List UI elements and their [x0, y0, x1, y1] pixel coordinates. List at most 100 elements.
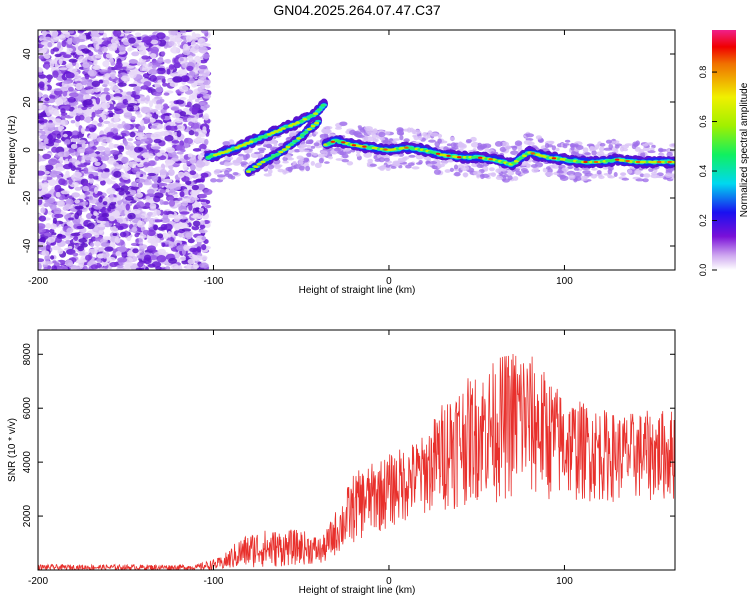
noise-speckle	[175, 37, 182, 42]
noise-speckle	[137, 182, 143, 188]
noise-speckle	[96, 223, 106, 228]
noise-speckle	[188, 203, 193, 211]
noise-speckle	[43, 138, 50, 145]
noise-speckle	[192, 213, 199, 218]
noise-speckle	[66, 221, 73, 226]
noise-speckle	[202, 53, 210, 59]
noise-speckle	[82, 100, 88, 107]
noise-speckle	[87, 54, 97, 62]
noise-speckle	[44, 97, 50, 102]
halo-speckle	[635, 178, 645, 182]
colorbar-ticks: 0.00.20.40.60.8	[698, 66, 717, 276]
noise-speckle	[181, 176, 190, 183]
noise-speckle	[83, 113, 90, 117]
halo-speckle	[620, 144, 629, 149]
noise-speckle	[38, 223, 46, 230]
noise-speckle	[135, 88, 140, 96]
noise-speckle	[97, 122, 102, 127]
snr-series-line	[38, 353, 675, 570]
halo-speckle	[237, 153, 245, 157]
noise-speckle	[44, 164, 54, 171]
noise-speckle	[151, 261, 162, 268]
noise-speckle	[198, 193, 208, 199]
noise-speckle	[65, 170, 70, 177]
halo-speckle	[512, 176, 519, 181]
trace-core	[277, 128, 283, 132]
halo-speckle	[396, 127, 404, 133]
halo-speckle	[282, 156, 288, 162]
trace-peak	[383, 148, 388, 151]
noise-speckle	[164, 134, 174, 142]
halo-speckle	[569, 143, 576, 148]
noise-speckle	[106, 187, 116, 195]
noise-speckle	[192, 201, 201, 209]
noise-speckle	[150, 133, 157, 140]
noise-speckle	[161, 242, 166, 248]
noise-speckle	[127, 47, 133, 52]
halo-speckle	[650, 174, 660, 179]
noise-speckle	[188, 130, 195, 136]
halo-speckle	[634, 169, 642, 175]
figure-title: GN04.2025.264.07.47.C37	[273, 2, 441, 18]
noise-speckle	[199, 262, 209, 269]
noise-speckle	[153, 224, 159, 231]
noise-speckle	[171, 112, 181, 119]
noise-speckle	[65, 72, 75, 79]
noise-speckle	[41, 186, 49, 193]
halo-speckle	[442, 140, 448, 144]
noise-speckle	[90, 157, 98, 163]
colorbar-tick-label: 0.6	[698, 115, 708, 128]
x-tick-label: -200	[28, 276, 48, 287]
noise-speckle	[156, 67, 166, 75]
noise-speckle	[168, 40, 175, 47]
noise-speckle	[104, 147, 111, 155]
trace-core	[249, 167, 255, 171]
noise-speckle	[82, 265, 88, 270]
noise-speckle	[167, 184, 178, 189]
noise-speckle	[118, 190, 125, 196]
noise-speckle	[77, 146, 87, 154]
noise-speckle	[95, 151, 101, 155]
noise-speckle	[101, 37, 110, 41]
noise-speckle	[198, 102, 206, 105]
noise-speckle	[53, 109, 60, 116]
noise-speckle	[176, 151, 184, 155]
noise-speckle	[203, 113, 210, 121]
noise-speckle	[197, 37, 206, 45]
noise-speckle	[63, 80, 72, 84]
noise-speckle	[152, 149, 161, 154]
noise-speckle	[94, 187, 98, 194]
noise-speckle	[186, 65, 194, 71]
noise-speckle	[51, 265, 58, 270]
noise-speckle	[157, 57, 164, 64]
halo-speckle	[377, 166, 386, 170]
halo-speckle	[222, 141, 231, 146]
noise-speckle	[71, 130, 79, 136]
noise-speckle	[191, 109, 198, 115]
noise-speckle	[199, 143, 207, 150]
trace-core	[672, 160, 675, 164]
halo-speckle	[570, 146, 575, 151]
noise-speckle	[123, 261, 134, 267]
noise-speckle	[147, 88, 153, 93]
halo-speckle	[510, 150, 519, 156]
noise-speckle	[122, 173, 130, 180]
noise-speckle	[186, 35, 193, 43]
noise-speckle	[54, 53, 62, 58]
noise-speckle	[54, 184, 62, 193]
trace-core	[245, 141, 251, 145]
noise-speckle	[68, 86, 74, 92]
halo-speckle	[363, 152, 372, 158]
noise-speckle	[108, 203, 116, 210]
halo-speckle	[433, 169, 442, 175]
noise-speckle	[52, 31, 58, 38]
trace-core	[292, 140, 298, 143]
halo-speckle	[372, 128, 378, 134]
noise-speckle	[201, 236, 207, 241]
noise-speckle	[177, 32, 182, 36]
noise-speckle	[40, 207, 46, 214]
noise-speckle	[42, 36, 53, 42]
colorbar-tick-label: 0.4	[698, 165, 708, 178]
noise-speckle	[147, 188, 155, 194]
trace-peak	[341, 141, 346, 144]
